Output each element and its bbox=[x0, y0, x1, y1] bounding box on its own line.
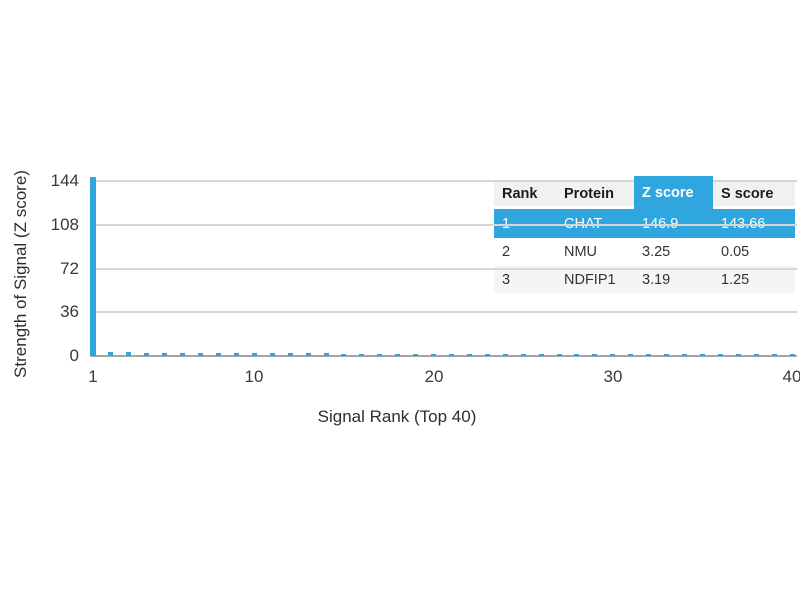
bar-rank-9 bbox=[234, 353, 239, 356]
table-cell-z_score: 3.25 bbox=[642, 244, 671, 260]
bar-rank-8 bbox=[216, 353, 221, 356]
table-cell-s_score: 1.25 bbox=[721, 271, 750, 288]
gridline-y-144 bbox=[90, 180, 797, 182]
table-cell-rank: 3 bbox=[502, 271, 511, 288]
bar-rank-17 bbox=[377, 354, 382, 356]
bar-rank-19 bbox=[413, 354, 418, 356]
table-row-rank-2: 2 NMU 3.25 0.05 bbox=[494, 238, 795, 266]
x-tick-label-1: 1 bbox=[88, 367, 98, 386]
x-tick-label-10: 10 bbox=[244, 367, 264, 386]
bar-rank-39 bbox=[772, 354, 777, 356]
bar-rank-22 bbox=[467, 354, 472, 356]
gridline-y-72 bbox=[90, 268, 797, 270]
bar-rank-16 bbox=[359, 354, 364, 356]
bar-rank-21 bbox=[449, 354, 454, 356]
y-tick-label-72: 72 bbox=[60, 259, 79, 278]
bar-rank-10 bbox=[252, 353, 257, 356]
bar-rank-25 bbox=[521, 354, 526, 356]
table-cell-z_score: 3.19 bbox=[642, 271, 671, 288]
table-cell-s_score: 143.66 bbox=[713, 209, 795, 238]
bar-rank-34 bbox=[682, 354, 687, 356]
bar-rank-3 bbox=[126, 352, 131, 356]
bar-rank-23 bbox=[485, 354, 490, 356]
bar-rank-38 bbox=[754, 354, 759, 356]
bar-rank-27 bbox=[557, 354, 562, 356]
table-cell-z_score: 146.9 bbox=[634, 209, 713, 238]
bar-rank-36 bbox=[718, 354, 723, 356]
bar-rank-14 bbox=[324, 353, 329, 356]
bar-rank-40 bbox=[790, 354, 795, 356]
bar-rank-2 bbox=[108, 352, 113, 356]
bar-rank-1 bbox=[90, 177, 96, 356]
bar-rank-11 bbox=[270, 353, 275, 356]
table-row-rank-1: 1CHAT146.9143.66 bbox=[494, 209, 795, 238]
gridline-y-108 bbox=[90, 224, 797, 226]
bar-rank-5 bbox=[162, 353, 167, 356]
bar-rank-26 bbox=[539, 354, 544, 356]
table-row-rank-3: 3 NDFIP1 3.19 1.25 bbox=[494, 266, 795, 293]
table-header-z-score: Z score bbox=[634, 176, 713, 209]
table-cell-rank: 2 bbox=[502, 244, 511, 260]
table-cell-protein: NDFIP1 bbox=[564, 271, 616, 288]
y-tick-label-0: 0 bbox=[69, 346, 79, 365]
bar-rank-33 bbox=[664, 354, 669, 356]
table-body: 1CHAT146.9143.66 2 NMU 3.25 0.05 3 NDFIP1 3.19 1… bbox=[494, 209, 795, 293]
x-axis-title: Signal Rank (Top 40) bbox=[317, 407, 477, 426]
bar-rank-37 bbox=[736, 354, 741, 356]
x-tick-label-30: 30 bbox=[603, 367, 623, 386]
bar-rank-32 bbox=[646, 354, 651, 356]
x-tick-label-40: 40 bbox=[782, 367, 800, 386]
table-cell-protein: CHAT bbox=[556, 209, 634, 238]
bar-rank-6 bbox=[180, 353, 185, 356]
bar-rank-31 bbox=[628, 354, 633, 356]
gridline-y-36 bbox=[90, 311, 797, 313]
table-cell-s_score: 0.05 bbox=[721, 244, 750, 260]
bar-rank-15 bbox=[341, 354, 346, 356]
y-tick-label-144: 144 bbox=[50, 171, 79, 190]
table-header-rank: Rank bbox=[502, 186, 538, 202]
bar-rank-24 bbox=[503, 354, 508, 356]
bar-rank-28 bbox=[574, 354, 579, 356]
bar-rank-7 bbox=[198, 353, 203, 356]
table-cell-protein: NMU bbox=[564, 244, 598, 260]
table-header-row: Rank Protein Z score S score bbox=[494, 176, 795, 209]
bar-rank-12 bbox=[288, 353, 293, 356]
table-cell-rank: 1 bbox=[494, 209, 556, 238]
bar-rank-20 bbox=[431, 354, 436, 356]
top-ranks-table: Rank Protein Z score S score 1CHAT146.91… bbox=[494, 176, 795, 293]
table-header-protein: Protein bbox=[564, 186, 614, 202]
x-tick-label-20: 20 bbox=[424, 367, 444, 386]
bar-rank-29 bbox=[592, 354, 597, 356]
bar-rank-4 bbox=[144, 353, 149, 356]
x-axis-line bbox=[90, 355, 797, 357]
table-header-s-score: S score bbox=[721, 186, 774, 202]
bar-rank-13 bbox=[306, 353, 311, 356]
y-tick-label-36: 36 bbox=[60, 302, 79, 321]
bar-rank-30 bbox=[610, 354, 615, 356]
bar-rank-35 bbox=[700, 354, 705, 356]
y-tick-label-108: 108 bbox=[50, 215, 79, 234]
bar-rank-18 bbox=[395, 354, 400, 356]
